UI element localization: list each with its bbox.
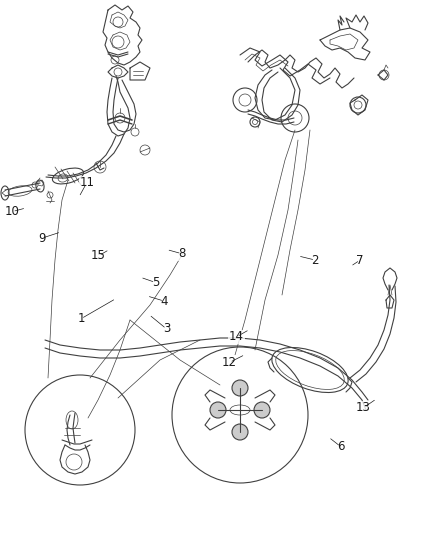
Text: 5: 5 <box>152 276 159 289</box>
Text: 10: 10 <box>5 205 20 218</box>
Circle shape <box>254 402 270 418</box>
Text: 12: 12 <box>222 356 237 369</box>
Text: 1: 1 <box>77 312 85 325</box>
Text: 2: 2 <box>311 254 319 266</box>
Circle shape <box>232 424 248 440</box>
Circle shape <box>210 402 226 418</box>
Text: 15: 15 <box>91 249 106 262</box>
Text: 14: 14 <box>229 330 244 343</box>
Circle shape <box>232 380 248 396</box>
Text: 9: 9 <box>38 232 46 245</box>
Text: 13: 13 <box>356 401 371 414</box>
Text: 6: 6 <box>337 440 345 453</box>
Text: 4: 4 <box>160 295 168 308</box>
Text: 3: 3 <box>163 322 170 335</box>
Text: 7: 7 <box>356 254 364 266</box>
Text: 11: 11 <box>79 176 94 189</box>
Text: 8: 8 <box>178 247 185 260</box>
